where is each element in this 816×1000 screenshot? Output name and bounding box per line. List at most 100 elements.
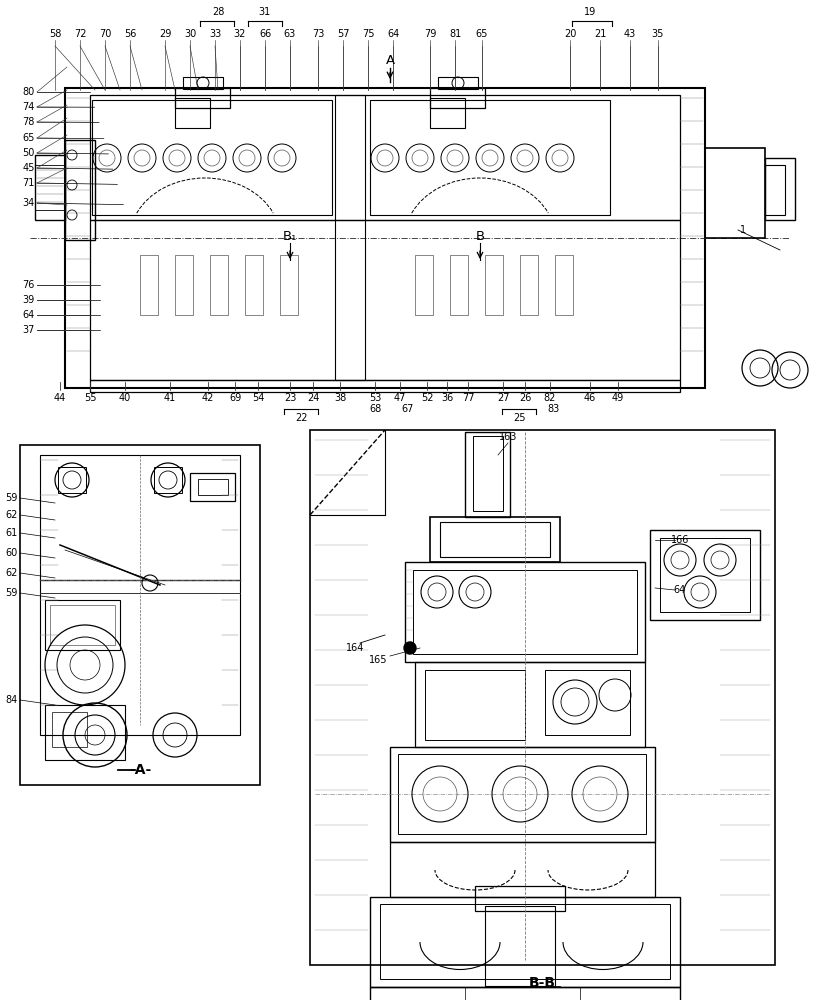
Text: 49: 49 — [612, 393, 624, 403]
Text: 38: 38 — [334, 393, 346, 403]
Text: B-B: B-B — [529, 976, 556, 990]
Bar — [175, 98, 210, 128]
Text: 77: 77 — [462, 393, 474, 403]
Text: 75: 75 — [361, 29, 375, 39]
Text: 50: 50 — [23, 148, 35, 158]
Bar — [398, 754, 646, 834]
Bar — [92, 100, 332, 215]
Bar — [175, 255, 193, 315]
Text: 47: 47 — [394, 393, 406, 403]
Text: 64: 64 — [23, 310, 35, 320]
Bar — [413, 570, 637, 654]
Text: 60: 60 — [6, 548, 18, 558]
Bar — [52, 712, 87, 747]
Bar — [90, 220, 680, 380]
Text: 70: 70 — [99, 29, 111, 39]
Bar — [475, 886, 565, 911]
Bar — [765, 165, 785, 215]
Bar — [90, 95, 680, 220]
Text: 26: 26 — [519, 393, 531, 403]
Bar — [175, 88, 230, 108]
Bar — [465, 432, 510, 517]
Text: 61: 61 — [6, 528, 18, 538]
Text: 23: 23 — [284, 393, 296, 403]
Text: 44: 44 — [54, 393, 66, 403]
Text: 80: 80 — [23, 87, 35, 97]
Text: A: A — [385, 54, 395, 68]
Bar — [390, 842, 655, 897]
Text: 59: 59 — [6, 588, 18, 598]
Text: 63: 63 — [284, 29, 296, 39]
Text: 58: 58 — [49, 29, 61, 39]
Bar — [45, 705, 125, 760]
Text: 71: 71 — [23, 178, 35, 188]
Text: 74: 74 — [23, 102, 35, 112]
Text: 166: 166 — [671, 535, 690, 545]
Bar — [154, 467, 182, 493]
Text: -A-: -A- — [129, 763, 151, 777]
Bar — [520, 255, 538, 315]
Text: 41: 41 — [164, 393, 176, 403]
Text: 42: 42 — [202, 393, 214, 403]
Bar — [198, 479, 228, 495]
Text: 24: 24 — [307, 393, 319, 403]
Bar — [370, 100, 610, 215]
Text: 30: 30 — [184, 29, 196, 39]
Bar — [485, 255, 503, 315]
Text: 20: 20 — [564, 29, 576, 39]
Text: 53: 53 — [369, 393, 381, 403]
Text: 54: 54 — [252, 393, 264, 403]
Bar — [545, 670, 630, 735]
Bar — [473, 436, 503, 511]
Text: 52: 52 — [421, 393, 433, 403]
Bar — [280, 255, 298, 315]
Bar — [650, 530, 760, 620]
Text: 76: 76 — [23, 280, 35, 290]
Text: 45: 45 — [23, 163, 35, 173]
Text: 66: 66 — [259, 29, 271, 39]
Text: 27: 27 — [497, 393, 509, 403]
Bar — [35, 155, 65, 220]
Text: 79: 79 — [424, 29, 437, 39]
Text: 82: 82 — [543, 393, 557, 403]
Text: 34: 34 — [23, 198, 35, 208]
Bar — [415, 255, 433, 315]
Bar — [50, 605, 115, 645]
Text: 37: 37 — [23, 325, 35, 335]
Text: 28: 28 — [212, 7, 224, 17]
Bar — [430, 88, 485, 108]
Text: 43: 43 — [624, 29, 636, 39]
Bar — [485, 906, 555, 986]
Text: 64: 64 — [387, 29, 399, 39]
Text: 29: 29 — [159, 29, 171, 39]
Bar — [405, 562, 645, 662]
Bar — [140, 255, 158, 315]
Text: 68: 68 — [369, 404, 381, 414]
Text: 84: 84 — [6, 695, 18, 705]
Bar — [430, 98, 465, 128]
Text: 32: 32 — [234, 29, 246, 39]
Bar — [335, 95, 365, 380]
Text: 31: 31 — [258, 7, 270, 17]
Text: 65: 65 — [476, 29, 488, 39]
Text: B: B — [476, 231, 485, 243]
Bar — [40, 455, 240, 735]
Bar — [20, 445, 260, 785]
Text: 56: 56 — [124, 29, 136, 39]
Bar — [90, 380, 680, 392]
Circle shape — [404, 642, 416, 654]
Bar — [765, 158, 795, 220]
Bar — [58, 467, 86, 493]
Text: 36: 36 — [441, 393, 453, 403]
Bar — [65, 140, 95, 240]
Text: 163: 163 — [499, 432, 517, 442]
Bar — [183, 77, 223, 89]
Bar — [65, 88, 705, 388]
Bar — [415, 662, 645, 747]
Text: 21: 21 — [594, 29, 606, 39]
Text: 64: 64 — [674, 585, 686, 595]
Text: B₁: B₁ — [283, 231, 297, 243]
Text: 69: 69 — [228, 393, 241, 403]
Bar — [245, 255, 263, 315]
Text: 19: 19 — [584, 7, 596, 17]
